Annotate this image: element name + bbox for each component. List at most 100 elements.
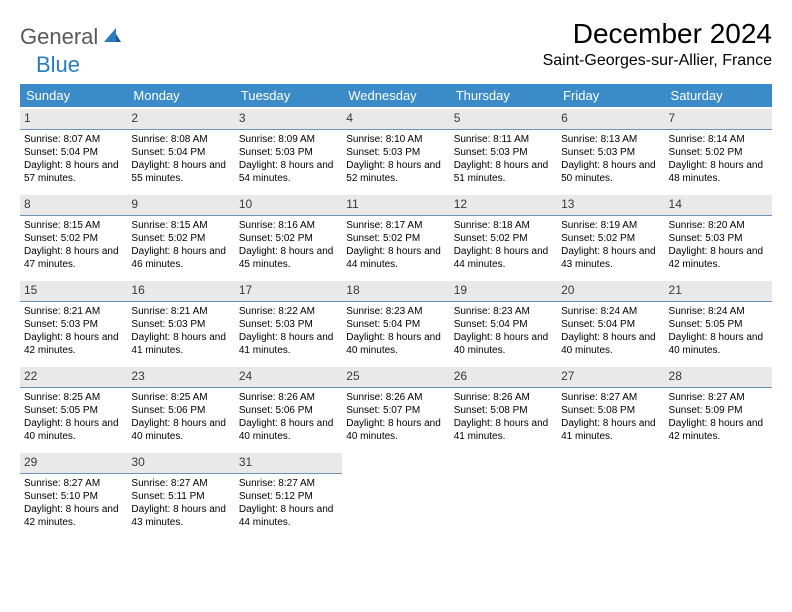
sunset-text: Sunset: 5:03 PM	[24, 318, 123, 331]
day-header: Saturday	[665, 84, 772, 107]
sunrise-text: Sunrise: 8:21 AM	[24, 305, 123, 318]
sunset-text: Sunset: 5:04 PM	[24, 146, 123, 159]
sunrise-text: Sunrise: 8:23 AM	[346, 305, 445, 318]
calendar-cell: 10Sunrise: 8:16 AMSunset: 5:02 PMDayligh…	[235, 193, 342, 279]
calendar-cell: 22 Sunrise: 8:25 AMSunset: 5:05 PMDayligh…	[20, 365, 127, 451]
calendar-cell: 20Sunrise: 8:24 AMSunset: 5:04 PMDayligh…	[557, 279, 664, 365]
location-label: Saint-Georges-sur-Allier, France	[543, 52, 772, 70]
sunrise-text: Sunrise: 8:27 AM	[561, 391, 660, 404]
calendar-row: 29Sunrise: 8:27 AMSunset: 5:10 PMDayligh…	[20, 451, 772, 537]
day-number: 31	[235, 453, 342, 474]
sunrise-text: Sunrise: 8:14 AM	[669, 133, 768, 146]
sunset-text: Sunset: 5:02 PM	[561, 232, 660, 245]
sunrise-text: Sunrise: 8:19 AM	[561, 219, 660, 232]
month-title: December 2024	[543, 18, 772, 50]
calendar-cell	[450, 451, 557, 537]
daylight-text: Daylight: 8 hours and 40 minutes.	[239, 417, 338, 443]
day-header: Tuesday	[235, 84, 342, 107]
day-header-row: Sunday Monday Tuesday Wednesday Thursday…	[20, 84, 772, 107]
daylight-text: Daylight: 8 hours and 44 minutes.	[454, 245, 553, 271]
sunset-text: Sunset: 5:04 PM	[561, 318, 660, 331]
day-number: 28	[665, 367, 772, 388]
calendar-cell: 8Sunrise: 8:15 AMSunset: 5:02 PMDaylight…	[20, 193, 127, 279]
sunrise-text: Sunrise: 8:25 AM	[24, 391, 123, 404]
calendar-cell: 23Sunrise: 8:25 AMSunset: 5:06 PMDayligh…	[127, 365, 234, 451]
sunset-text: Sunset: 5:08 PM	[561, 404, 660, 417]
calendar-cell: 18Sunrise: 8:23 AMSunset: 5:04 PMDayligh…	[342, 279, 449, 365]
daylight-text: Daylight: 8 hours and 40 minutes.	[346, 331, 445, 357]
sunrise-text: Sunrise: 8:27 AM	[669, 391, 768, 404]
calendar-cell: 13Sunrise: 8:19 AMSunset: 5:02 PMDayligh…	[557, 193, 664, 279]
daylight-text: Daylight: 8 hours and 42 minutes.	[669, 417, 768, 443]
day-number: 2	[127, 109, 234, 130]
sunset-text: Sunset: 5:03 PM	[346, 146, 445, 159]
sunset-text: Sunset: 5:05 PM	[24, 404, 123, 417]
calendar-cell: 14Sunrise: 8:20 AMSunset: 5:03 PMDayligh…	[665, 193, 772, 279]
daylight-text: Daylight: 8 hours and 42 minutes.	[24, 331, 123, 357]
sunrise-text: Sunrise: 8:10 AM	[346, 133, 445, 146]
sunset-text: Sunset: 5:12 PM	[239, 490, 338, 503]
daylight-text: Daylight: 8 hours and 40 minutes.	[131, 417, 230, 443]
daylight-text: Daylight: 8 hours and 40 minutes.	[346, 417, 445, 443]
day-number: 30	[127, 453, 234, 474]
sunrise-text: Sunrise: 8:17 AM	[346, 219, 445, 232]
daylight-text: Daylight: 8 hours and 44 minutes.	[346, 245, 445, 271]
sunset-text: Sunset: 5:02 PM	[131, 232, 230, 245]
calendar-cell: 30Sunrise: 8:27 AMSunset: 5:11 PMDayligh…	[127, 451, 234, 537]
daylight-text: Daylight: 8 hours and 40 minutes.	[24, 417, 123, 443]
day-header: Wednesday	[342, 84, 449, 107]
day-number: 24	[235, 367, 342, 388]
sunset-text: Sunset: 5:08 PM	[454, 404, 553, 417]
day-header: Monday	[127, 84, 234, 107]
daylight-text: Daylight: 8 hours and 54 minutes.	[239, 159, 338, 185]
day-header: Friday	[557, 84, 664, 107]
sunset-text: Sunset: 5:04 PM	[454, 318, 553, 331]
sunset-text: Sunset: 5:10 PM	[24, 490, 123, 503]
daylight-text: Daylight: 8 hours and 57 minutes.	[24, 159, 123, 185]
logo-text-blue: Blue	[36, 52, 80, 77]
sunset-text: Sunset: 5:03 PM	[669, 232, 768, 245]
day-header: Sunday	[20, 84, 127, 107]
calendar-cell: 28Sunrise: 8:27 AMSunset: 5:09 PMDayligh…	[665, 365, 772, 451]
calendar-cell: 9Sunrise: 8:15 AMSunset: 5:02 PMDaylight…	[127, 193, 234, 279]
calendar-cell: 25Sunrise: 8:26 AMSunset: 5:07 PMDayligh…	[342, 365, 449, 451]
sunrise-text: Sunrise: 8:26 AM	[454, 391, 553, 404]
day-number: 26	[450, 367, 557, 388]
calendar-cell: 11Sunrise: 8:17 AMSunset: 5:02 PMDayligh…	[342, 193, 449, 279]
day-number: 11	[342, 195, 449, 216]
calendar-cell: 21Sunrise: 8:24 AMSunset: 5:05 PMDayligh…	[665, 279, 772, 365]
day-number: 25	[342, 367, 449, 388]
logo-sail-icon	[102, 26, 122, 49]
calendar-cell: 29 Sunrise: 8:27 AMSunset: 5:10 PMDayligh…	[20, 451, 127, 537]
day-number: 6	[557, 109, 664, 130]
logo-text-general: General	[20, 24, 98, 50]
brand-logo: General	[20, 18, 124, 50]
sunrise-text: Sunrise: 8:24 AM	[561, 305, 660, 318]
daylight-text: Daylight: 8 hours and 42 minutes.	[24, 503, 123, 529]
sunset-text: Sunset: 5:02 PM	[24, 232, 123, 245]
day-number: 22	[20, 367, 127, 388]
sunrise-text: Sunrise: 8:27 AM	[24, 477, 123, 490]
day-number: 29	[20, 453, 127, 474]
daylight-text: Daylight: 8 hours and 50 minutes.	[561, 159, 660, 185]
calendar-cell	[557, 451, 664, 537]
sunset-text: Sunset: 5:04 PM	[131, 146, 230, 159]
sunset-text: Sunset: 5:03 PM	[239, 318, 338, 331]
sunrise-text: Sunrise: 8:09 AM	[239, 133, 338, 146]
sunset-text: Sunset: 5:05 PM	[669, 318, 768, 331]
day-number: 18	[342, 281, 449, 302]
sunrise-text: Sunrise: 8:24 AM	[669, 305, 768, 318]
day-number: 12	[450, 195, 557, 216]
calendar-cell: 3Sunrise: 8:09 AMSunset: 5:03 PMDaylight…	[235, 107, 342, 193]
day-number: 17	[235, 281, 342, 302]
calendar-cell: 19Sunrise: 8:23 AMSunset: 5:04 PMDayligh…	[450, 279, 557, 365]
sunrise-text: Sunrise: 8:16 AM	[239, 219, 338, 232]
daylight-text: Daylight: 8 hours and 41 minutes.	[561, 417, 660, 443]
sunrise-text: Sunrise: 8:27 AM	[131, 477, 230, 490]
day-number: 15	[20, 281, 127, 302]
calendar-cell: 15 Sunrise: 8:21 AMSunset: 5:03 PMDayligh…	[20, 279, 127, 365]
daylight-text: Daylight: 8 hours and 40 minutes.	[454, 331, 553, 357]
sunset-text: Sunset: 5:03 PM	[239, 146, 338, 159]
calendar-cell: 27Sunrise: 8:27 AMSunset: 5:08 PMDayligh…	[557, 365, 664, 451]
calendar-cell: 6Sunrise: 8:13 AMSunset: 5:03 PMDaylight…	[557, 107, 664, 193]
